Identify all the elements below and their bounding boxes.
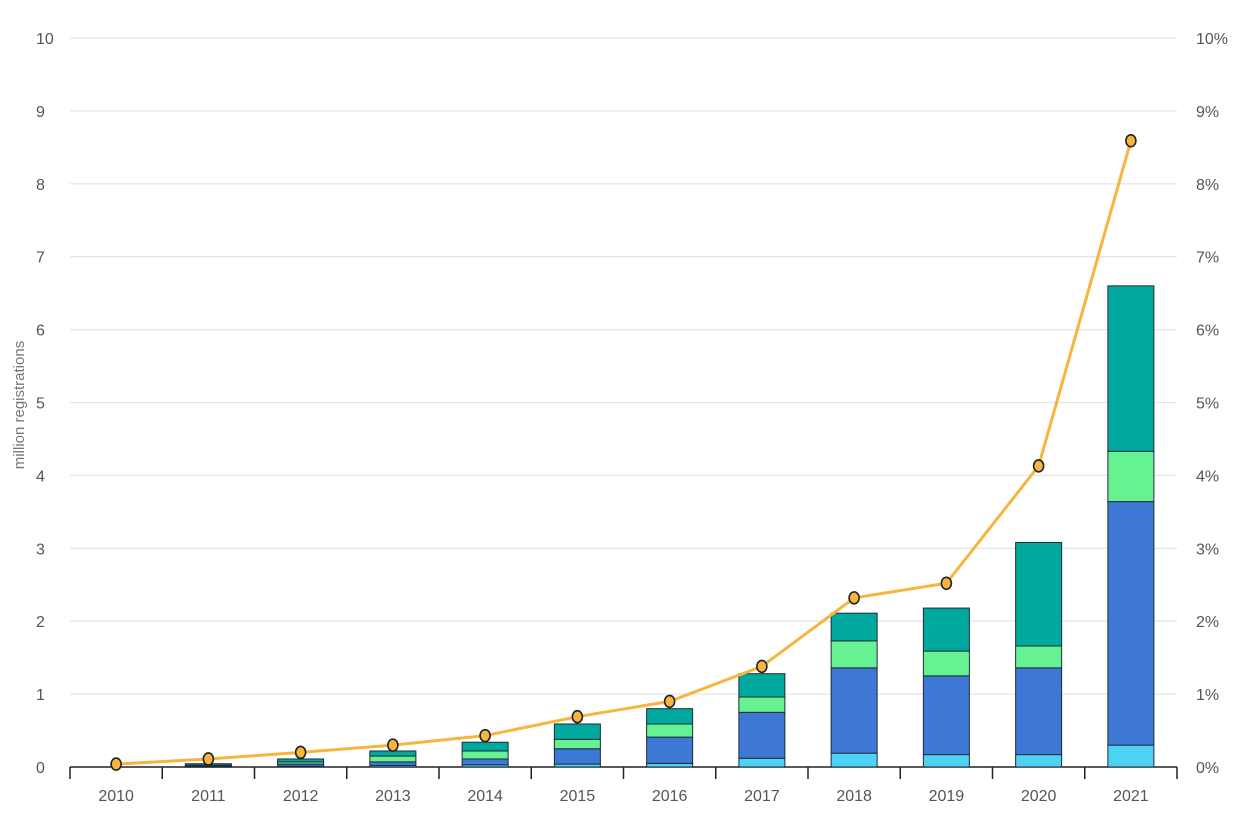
share-point — [110, 757, 122, 771]
bar-segment — [1015, 541, 1063, 647]
y2-tick-label: 10% — [1196, 31, 1228, 48]
share-point — [387, 738, 399, 752]
share-point — [479, 728, 491, 743]
share-point — [571, 709, 584, 724]
bar-segment — [1107, 501, 1155, 746]
bar-segment — [922, 675, 970, 756]
y-tick-label: 5 — [36, 396, 45, 413]
x-tick-label: 2012 — [283, 788, 319, 805]
bar-segment — [646, 762, 694, 768]
share-point — [1125, 133, 1137, 148]
y2-tick-label: 5% — [1196, 396, 1219, 413]
bar-segment — [461, 750, 509, 760]
x-tick-label: 2014 — [467, 788, 503, 805]
bar-segment — [922, 754, 970, 768]
y-tick-label: 9 — [36, 104, 45, 121]
x-tick-label: 2017 — [744, 788, 780, 805]
bar-segment — [1107, 450, 1155, 503]
bar-segment — [922, 650, 970, 677]
y2-tick-label: 9% — [1196, 104, 1219, 121]
x-tick-label: 2021 — [1113, 788, 1149, 805]
y-tick-label: 7 — [36, 250, 45, 267]
x-tick-label: 2011 — [191, 788, 226, 805]
share-point — [294, 745, 307, 760]
bar-segment — [646, 723, 694, 738]
bar-segment — [461, 758, 509, 766]
bar-segment — [646, 736, 694, 764]
y2-tick-label: 7% — [1196, 250, 1219, 267]
y-tick-label: 8 — [36, 177, 45, 194]
x-tick-label: 2010 — [98, 788, 134, 805]
x-tick-label: 2015 — [560, 788, 596, 805]
share-point — [848, 591, 860, 605]
bar-segment — [1015, 667, 1063, 756]
bar-segment — [922, 607, 970, 652]
y-tick-label: 1 — [36, 687, 45, 704]
x-tick-label: 2018 — [836, 788, 872, 805]
bar-segment — [553, 738, 601, 750]
y-tick-label: 3 — [36, 541, 45, 558]
bar-segment — [553, 748, 601, 765]
share-point — [202, 752, 215, 766]
y-tick-label: 4 — [36, 468, 45, 485]
y2-tick-label: 4% — [1196, 468, 1219, 485]
y-tick-label: 0 — [36, 760, 45, 777]
share-point — [756, 659, 768, 674]
bar-segment — [830, 752, 878, 768]
bar-segment — [738, 711, 786, 759]
share-line — [116, 140, 1133, 766]
x-tick-label: 2013 — [375, 788, 411, 805]
x-tick-label: 2016 — [652, 788, 688, 805]
bar-segment — [830, 612, 878, 642]
bar-segment — [1107, 285, 1155, 452]
bar-segment — [1015, 754, 1063, 768]
share-point — [1032, 459, 1045, 473]
bar-segment — [738, 673, 786, 698]
bar-segment — [1015, 645, 1063, 669]
share-point — [940, 576, 953, 591]
bar-segment — [369, 755, 417, 763]
bar-segment — [1107, 744, 1155, 768]
y-tick-label: 10 — [36, 31, 54, 48]
bar-segment — [369, 761, 417, 767]
bar-segment — [461, 741, 509, 752]
y2-tick-label: 3% — [1196, 541, 1219, 558]
bar-segment — [277, 758, 325, 763]
x-tick-label: 2019 — [929, 788, 965, 805]
bar-segment — [830, 640, 878, 669]
y2-tick-label: 2% — [1196, 614, 1219, 631]
bar-segment — [738, 696, 786, 713]
bar-segment — [830, 667, 878, 754]
y2-tick-label: 8% — [1196, 177, 1219, 194]
y-tick-label: 6 — [36, 323, 45, 340]
bar-segment — [646, 708, 694, 725]
y-tick-label: 2 — [36, 614, 45, 631]
y2-tick-label: 1% — [1196, 687, 1219, 704]
y-axis-title: million registrations — [11, 341, 28, 469]
bar-segment — [738, 757, 786, 768]
bar-segment — [553, 723, 601, 740]
share-point — [663, 694, 676, 709]
x-tick-label: 2020 — [1021, 788, 1057, 805]
y2-tick-label: 6% — [1196, 323, 1219, 340]
y2-tick-label: 0% — [1196, 760, 1219, 777]
